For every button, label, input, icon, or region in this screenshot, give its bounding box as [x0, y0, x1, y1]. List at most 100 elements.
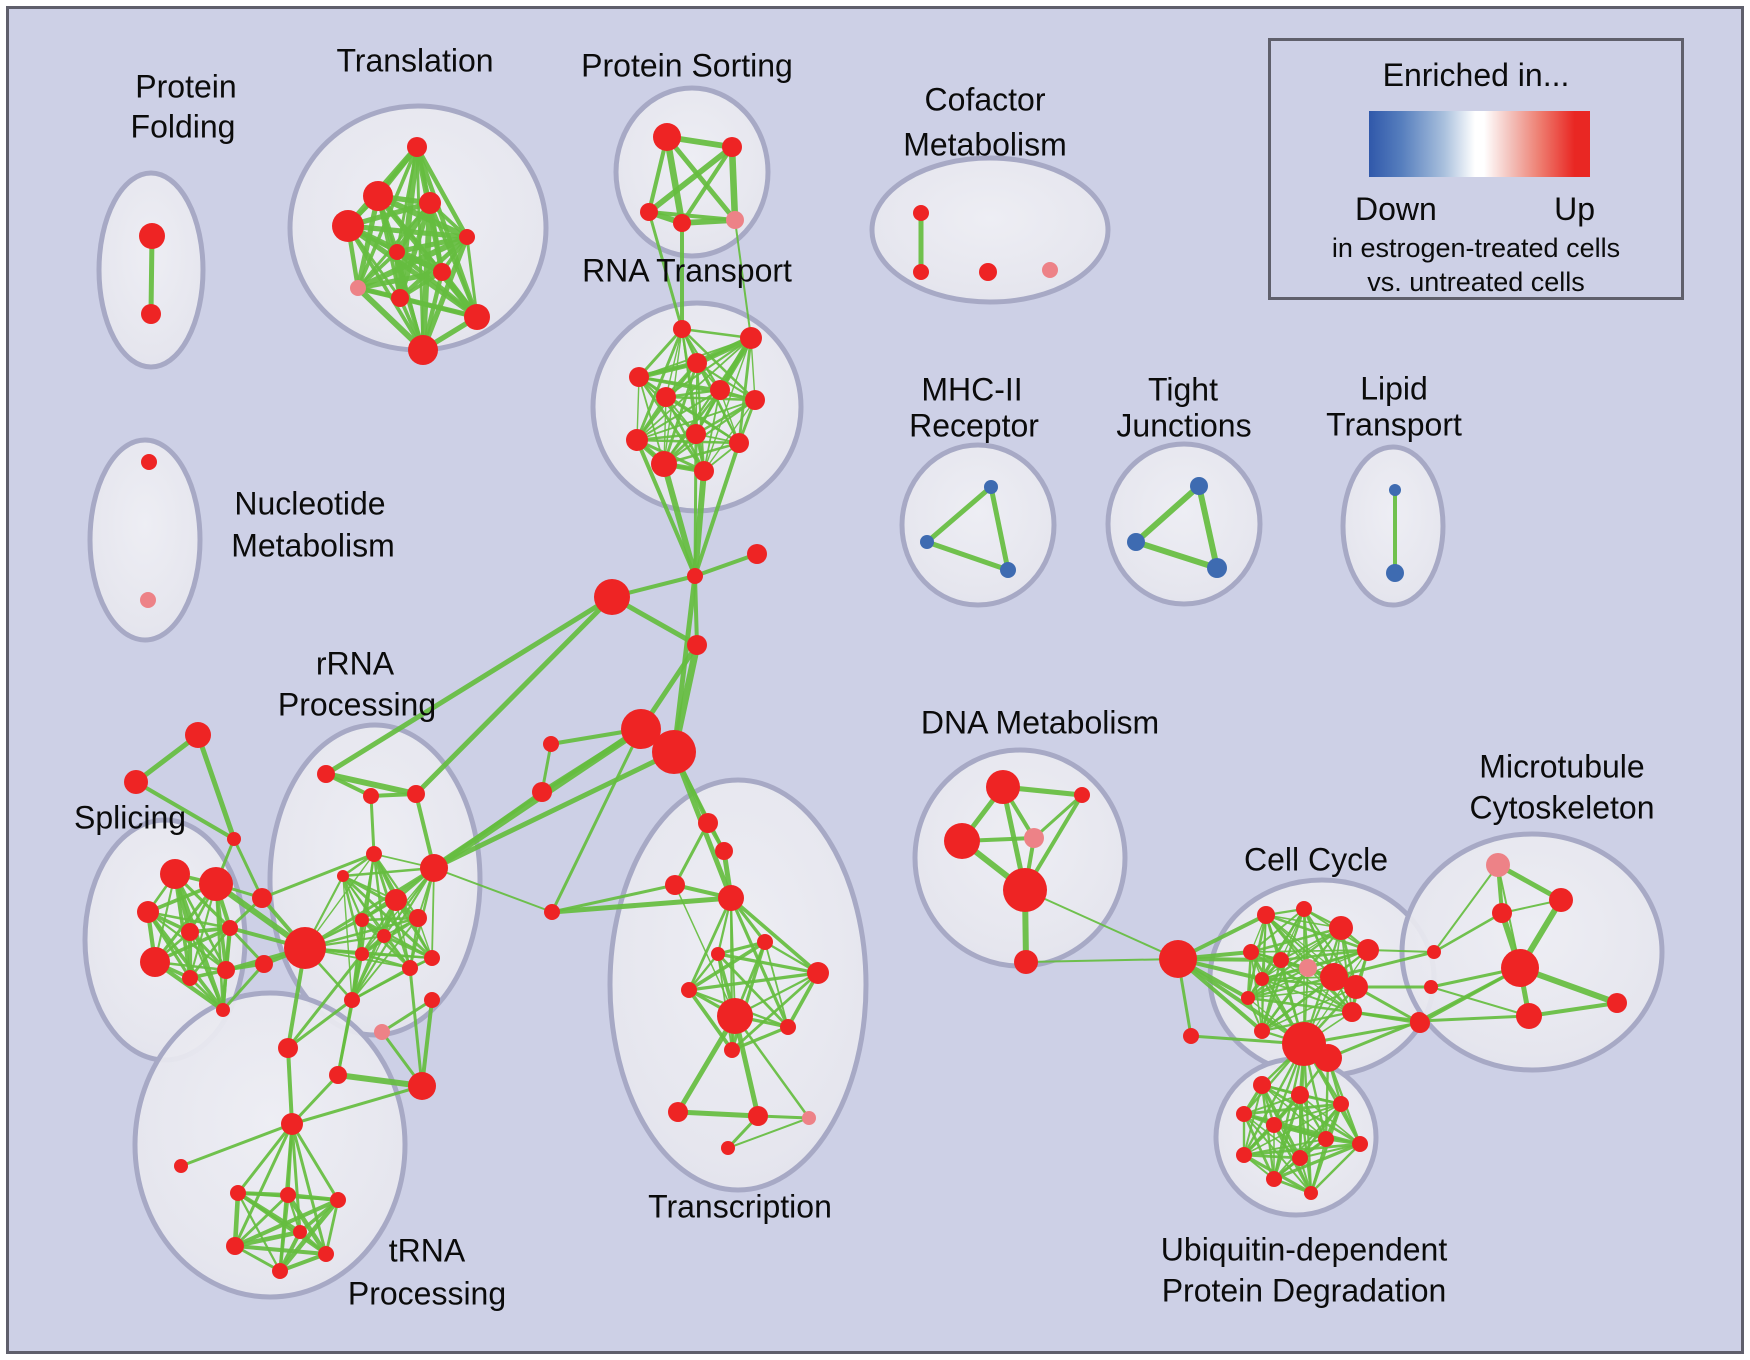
edge-t4-t11: [346, 224, 425, 352]
cluster-label: Tight: [1148, 371, 1218, 407]
gene-set-node-tg: [293, 1225, 307, 1239]
gene-set-node-cc11: [1342, 1002, 1362, 1022]
gene-set-node-rk: [355, 947, 369, 961]
gene-set-node-rt12: [694, 461, 714, 481]
gene-set-node-ccP: [1299, 959, 1317, 977]
gene-set-node-m2: [1492, 903, 1512, 923]
gene-set-node-cs1: [1427, 945, 1441, 959]
gene-set-node-ps2: [722, 137, 742, 157]
edge-cc3-cc5: [1249, 926, 1343, 954]
gene-set-node-cf3: [979, 263, 997, 281]
gene-set-node-s10: [255, 955, 273, 973]
gene-set-node-t4: [332, 210, 364, 242]
gene-set-node-tr6: [711, 947, 725, 961]
edge-huge2-rf: [431, 749, 677, 871]
gene-set-node-ps1: [653, 123, 681, 151]
gene-set-node-mh2: [920, 535, 934, 549]
edge-ra-rc: [323, 771, 419, 797]
legend-up-label: Up: [1554, 191, 1595, 227]
gene-set-node-tr1: [698, 813, 718, 833]
edge-rl-rr: [408, 966, 424, 1088]
gene-set-node-cc0: [1159, 940, 1197, 978]
gene-set-node-tr5: [757, 934, 773, 950]
legend-subtitle-line2: vs. untreated cells: [1367, 267, 1585, 297]
cluster-label: Receptor: [909, 407, 1039, 443]
gene-set-node-rp: [374, 1024, 390, 1040]
gene-set-node-tr9: [780, 1019, 796, 1035]
gene-set-node-rd: [366, 846, 382, 862]
gene-set-node-rt11: [651, 451, 677, 477]
edge-tj1-tj3: [1196, 483, 1220, 571]
edge-rf-bigC: [303, 866, 436, 950]
gene-set-node-n2: [140, 592, 156, 608]
gene-set-node-rt6: [656, 387, 676, 407]
edge-cc3-cc11: [1340, 927, 1353, 1013]
gene-set-node-m1: [1549, 888, 1573, 912]
gene-set-node-T1: [185, 722, 211, 748]
edge-cc8-cc9: [1246, 975, 1336, 1000]
edge-tr7-tr10: [730, 971, 820, 1052]
gene-set-node-bigC: [284, 927, 326, 969]
gene-set-node-mid1: [687, 635, 707, 655]
edge-hb1-rn: [286, 998, 354, 1050]
edge-T2-T3: [134, 780, 236, 841]
edge-cc11-m5: [1350, 1010, 1421, 1023]
gene-set-node-t6: [389, 244, 405, 260]
cluster-label: Metabolism: [903, 126, 1067, 162]
gene-set-node-cc12: [1183, 1028, 1199, 1044]
gene-set-node-t5: [459, 229, 475, 245]
gene-set-node-tf: [272, 1263, 288, 1279]
edge-rt2-rt12: [703, 337, 752, 472]
edge-tr6-tr7: [716, 952, 820, 975]
edge-tr5-tr6: [716, 940, 767, 956]
edge-hub-rq: [290, 1073, 340, 1126]
gene-set-node-ta: [230, 1185, 246, 1201]
gene-set-node-u8: [1236, 1147, 1252, 1163]
edge-ps5-rt2: [734, 219, 752, 339]
cluster-label: Folding: [131, 108, 236, 144]
edge-rt7-rt12: [703, 399, 756, 472]
edge-hub-lone: [179, 1122, 294, 1168]
gene-set-node-t2: [363, 181, 393, 211]
legend: Enriched in... Down Up in estrogen-treat…: [1268, 38, 1684, 300]
edge-mh1-mh3: [988, 484, 1011, 573]
edge-re-rf: [341, 866, 436, 878]
edge-rm-rn: [351, 957, 433, 1001]
edge-tr1-tr3: [673, 821, 710, 887]
edge-re-rl: [342, 875, 411, 969]
edge-m5-mB: [1417, 966, 1522, 1023]
gene-set-node-tr8: [681, 982, 697, 998]
edge-ps2-ps3: [646, 144, 735, 215]
gene-set-node-cc6: [1273, 952, 1289, 968]
gene-set-node-ctr: [747, 544, 767, 564]
edge-ri-rl: [360, 918, 412, 970]
gene-set-node-u4: [1236, 1106, 1252, 1122]
edge-cc9-cs1: [1332, 950, 1436, 979]
gene-set-node-u7: [1352, 1136, 1368, 1152]
gene-set-node-rt9: [626, 429, 648, 451]
gene-set-node-cc3: [1329, 916, 1353, 940]
edge-rt8-j1: [693, 432, 698, 578]
gene-set-node-d2: [1074, 787, 1090, 803]
legend-subtitle-line1: in estrogen-treated cells: [1331, 233, 1621, 263]
edge-tr13-trP: [727, 1117, 810, 1149]
edge-rj-rn: [351, 935, 385, 1001]
cluster-label: Metabolism: [231, 527, 395, 563]
gene-set-node-u1: [1253, 1076, 1271, 1094]
cluster-label: Junctions: [1116, 407, 1251, 443]
edge-cc2-cc5: [1250, 908, 1305, 953]
edge-sb1-rd: [260, 852, 376, 900]
cluster-label: Processing: [278, 686, 436, 722]
edge-trH-trP: [733, 1014, 811, 1120]
gene-set-node-m5: [1410, 1012, 1428, 1030]
edge-rt1-rt6: [665, 328, 683, 398]
edge-ta-tf: [236, 1191, 282, 1273]
gene-set-node-t11: [408, 335, 438, 365]
gene-set-node-u11: [1304, 1186, 1318, 1200]
gene-set-node-ps4: [673, 214, 691, 232]
gene-set-node-T3: [227, 832, 241, 846]
gene-set-node-s1: [160, 859, 190, 889]
edge-T3-sb1: [232, 837, 264, 900]
cluster-label: Protein Sorting: [581, 47, 793, 83]
